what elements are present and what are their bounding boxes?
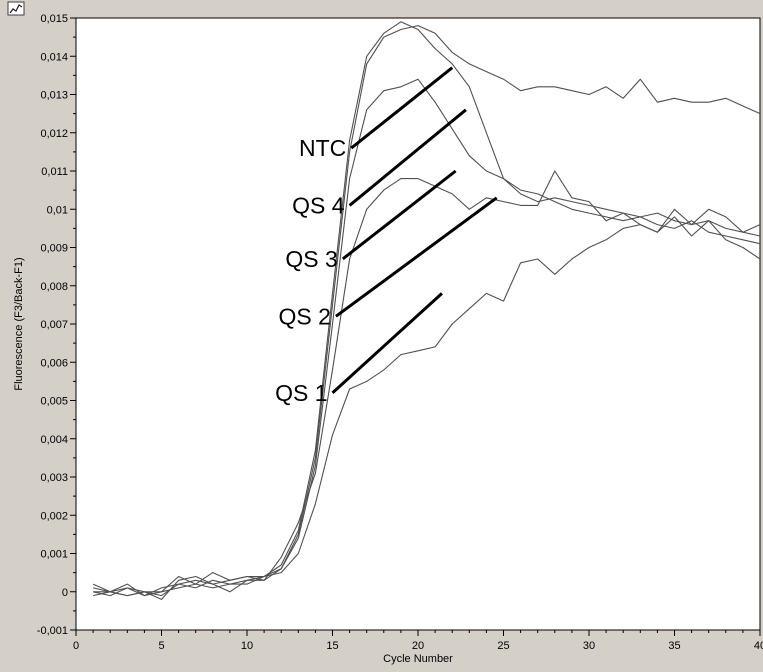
- y-tick-label: 0,015: [40, 13, 68, 25]
- y-tick-label: 0,003: [40, 472, 68, 484]
- annotation-label: QS 2: [278, 303, 330, 329]
- x-tick-label: 15: [326, 640, 338, 652]
- y-tick-label: 0,013: [40, 90, 68, 102]
- y-tick-label: -0,001: [37, 625, 68, 637]
- series-line: [92, 21, 761, 597]
- y-tick-label: 0,005: [40, 396, 68, 408]
- y-tick-label: 0,001: [40, 549, 68, 561]
- y-axis: -0,001 0 0,001 0,002 0,003 0,004 0,005 0,006 0,0…: [37, 13, 76, 637]
- y-tick-label: 0,004: [40, 434, 68, 446]
- y-tick-label: 0: [62, 587, 68, 599]
- y-tick-label: 0,009: [40, 243, 68, 255]
- y-tick-label: 0,008: [40, 281, 68, 293]
- x-axis: 0 5 10 15 20 25 30 35 40: [73, 630, 763, 652]
- annotation-label: QS 1: [275, 380, 327, 406]
- y-tick-label: 0,007: [40, 319, 68, 331]
- y-tick-label: 0,012: [40, 128, 68, 140]
- x-tick-label: 25: [497, 640, 509, 652]
- x-tick-label: 5: [158, 640, 164, 652]
- x-tick-label: 40: [754, 640, 763, 652]
- chart-icon[interactable]: [7, 1, 25, 16]
- annotation-label: NTC: [299, 135, 346, 161]
- annotation-label: QS 3: [285, 246, 337, 272]
- x-tick-label: 10: [241, 640, 253, 652]
- series-layer: [92, 21, 761, 600]
- annotation-leader-line: [350, 66, 454, 150]
- annotation-leader-line: [331, 292, 443, 394]
- annotation-label: QS 4: [292, 192, 345, 218]
- annotation-leader-line: [348, 108, 467, 207]
- series-line: [93, 25, 761, 597]
- plot-area: [75, 17, 761, 631]
- y-tick-label: 0,002: [40, 510, 68, 522]
- x-tick-label: 20: [412, 640, 424, 652]
- y-tick-label: 0,014: [40, 51, 68, 63]
- y-tick-label: 0,01: [47, 204, 68, 216]
- series-line: [92, 208, 761, 600]
- x-tick-label: 0: [73, 640, 79, 652]
- series-line: [92, 78, 761, 597]
- y-axis-title: Fluorescence (F3/Back-F1): [13, 257, 25, 390]
- y-tick-label: 0,011: [41, 166, 68, 178]
- annotation-layer: NTC QS 4 QS 3 QS 2 QS 1: [275, 66, 498, 406]
- annotation-leader-line: [341, 169, 457, 261]
- y-tick-label: 0,006: [40, 357, 68, 369]
- x-tick-label: 30: [583, 640, 595, 652]
- x-axis-title: Cycle Number: [383, 653, 453, 665]
- annotation-leader-line: [335, 196, 498, 318]
- x-tick-label: 35: [668, 640, 680, 652]
